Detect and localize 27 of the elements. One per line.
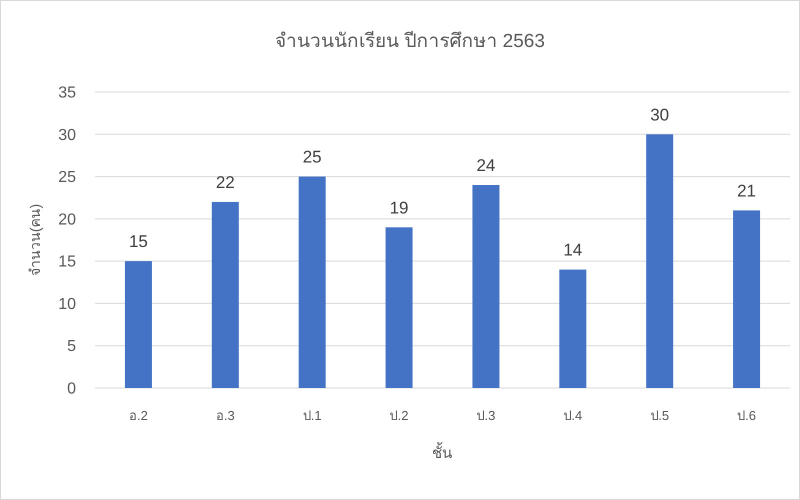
x-tick-label: ป.6 [737, 408, 756, 423]
x-tick-label: ป.5 [650, 408, 670, 423]
x-tick-label: ป.2 [390, 408, 408, 423]
y-tick-label: 25 [58, 169, 76, 186]
x-tick-label: ป.3 [476, 408, 496, 423]
data-label: 25 [302, 148, 322, 167]
data-label: 22 [216, 172, 235, 192]
x-tick-label: ป.4 [563, 408, 582, 423]
y-tick-label: 0 [67, 380, 76, 398]
y-tick-label: 20 [58, 211, 76, 228]
x-tick-label: ป.1 [302, 408, 322, 423]
y-tick-label: 10 [58, 296, 76, 313]
data-label: 15 [128, 232, 148, 252]
data-label: 30 [650, 105, 670, 124]
y-axis-title: จำนวน(คน) [27, 204, 43, 276]
x-tick-label: อ.2 [129, 408, 148, 423]
x-axis-title: ชั้น [432, 442, 452, 462]
data-label: 19 [390, 198, 409, 218]
y-tick-label: 35 [58, 84, 76, 102]
y-tick-label: 5 [67, 338, 76, 356]
data-label: 14 [563, 240, 582, 260]
x-tick-label: อ.3 [216, 408, 235, 423]
data-label: 21 [737, 181, 756, 200]
chart-title: จำนวนนักเรียน ปีการศึกษา 2563 [275, 30, 545, 52]
data-label: 24 [476, 156, 496, 176]
y-tick-label: 15 [58, 254, 76, 271]
y-tick-label: 30 [58, 126, 76, 144]
